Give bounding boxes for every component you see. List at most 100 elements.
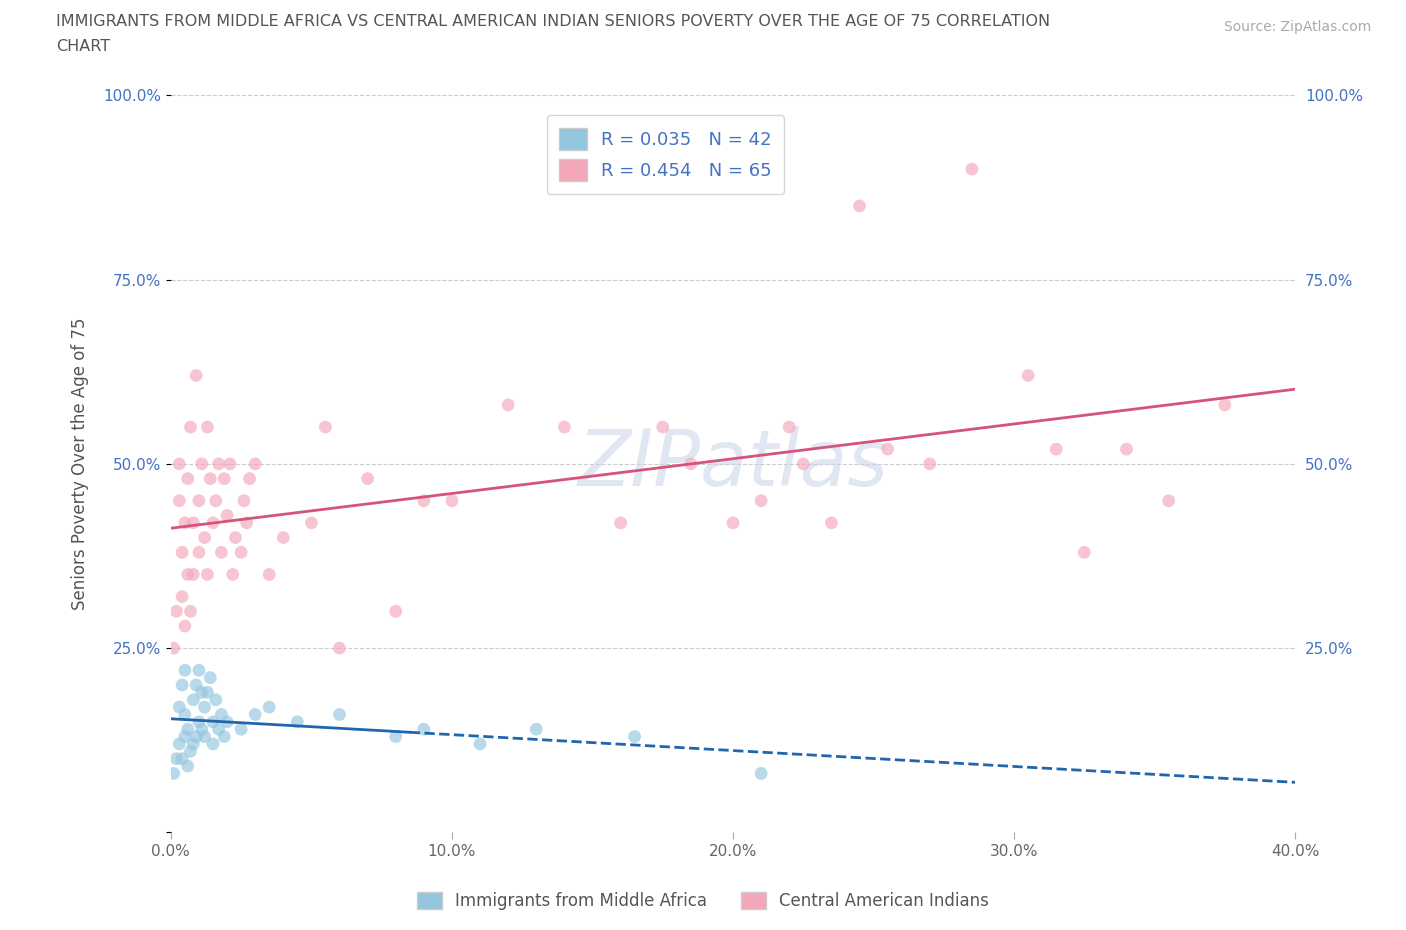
Legend: R = 0.035   N = 42, R = 0.454   N = 65: R = 0.035 N = 42, R = 0.454 N = 65 <box>547 115 785 193</box>
Point <box>848 198 870 213</box>
Point <box>172 589 194 604</box>
Point <box>238 472 260 486</box>
Point <box>174 729 197 744</box>
Point <box>257 567 280 582</box>
Point <box>778 419 800 434</box>
Point <box>215 508 238 523</box>
Point <box>496 397 519 412</box>
Point <box>177 722 200 737</box>
Point <box>163 641 186 656</box>
Point <box>285 714 308 729</box>
Point <box>172 678 194 693</box>
Point <box>412 493 434 508</box>
Point <box>174 515 197 530</box>
Point <box>163 766 186 781</box>
Point <box>177 472 200 486</box>
Point <box>356 472 378 486</box>
Point <box>212 729 235 744</box>
Point <box>202 737 225 751</box>
Point <box>188 493 211 508</box>
Point <box>1017 368 1039 383</box>
Point <box>257 699 280 714</box>
Point <box>524 722 547 737</box>
Point <box>174 707 197 722</box>
Point <box>208 457 231 472</box>
Point <box>623 729 645 744</box>
Point <box>183 692 205 707</box>
Point <box>169 699 191 714</box>
Point <box>188 545 211 560</box>
Point <box>820 515 842 530</box>
Point <box>440 493 463 508</box>
Point <box>191 722 214 737</box>
Point <box>186 678 208 693</box>
Point <box>876 442 898 457</box>
Point <box>183 567 205 582</box>
Point <box>180 419 202 434</box>
Text: Source: ZipAtlas.com: Source: ZipAtlas.com <box>1223 20 1371 34</box>
Point <box>224 530 246 545</box>
Point <box>314 419 336 434</box>
Point <box>169 737 191 751</box>
Point <box>172 751 194 766</box>
Point <box>209 545 232 560</box>
Point <box>169 493 191 508</box>
Point <box>960 162 983 177</box>
Y-axis label: Seniors Poverty Over the Age of 75: Seniors Poverty Over the Age of 75 <box>72 318 89 610</box>
Point <box>1157 493 1180 508</box>
Point <box>235 515 257 530</box>
Point <box>186 729 208 744</box>
Text: ZIPatlas: ZIPatlas <box>578 426 889 502</box>
Point <box>177 759 200 774</box>
Point <box>172 545 194 560</box>
Point <box>183 515 205 530</box>
Point <box>200 671 222 685</box>
Point <box>191 684 214 699</box>
Point <box>328 641 350 656</box>
Point <box>186 368 208 383</box>
Point <box>229 545 252 560</box>
Point <box>180 744 202 759</box>
Point <box>721 515 744 530</box>
Point <box>243 707 266 722</box>
Point <box>215 714 238 729</box>
Point <box>205 493 228 508</box>
Point <box>202 515 225 530</box>
Point <box>180 604 202 618</box>
Point <box>271 530 294 545</box>
Point <box>1213 397 1236 412</box>
Point <box>188 714 211 729</box>
Point <box>200 472 222 486</box>
Point <box>209 707 232 722</box>
Point <box>202 714 225 729</box>
Point <box>169 457 191 472</box>
Point <box>229 722 252 737</box>
Point <box>412 722 434 737</box>
Point <box>205 692 228 707</box>
Point <box>197 419 219 434</box>
Point <box>212 472 235 486</box>
Point <box>197 684 219 699</box>
Point <box>749 493 772 508</box>
Point <box>208 722 231 737</box>
Legend: Immigrants from Middle Africa, Central American Indians: Immigrants from Middle Africa, Central A… <box>411 885 995 917</box>
Point <box>174 663 197 678</box>
Point <box>232 493 254 508</box>
Point <box>194 729 217 744</box>
Point <box>553 419 575 434</box>
Point <box>243 457 266 472</box>
Point <box>384 604 406 618</box>
Point <box>191 457 214 472</box>
Point <box>384 729 406 744</box>
Point <box>749 766 772 781</box>
Point <box>918 457 941 472</box>
Point <box>1115 442 1137 457</box>
Point <box>188 663 211 678</box>
Point <box>218 457 240 472</box>
Text: CHART: CHART <box>56 39 110 54</box>
Point <box>651 419 673 434</box>
Point <box>174 618 197 633</box>
Point <box>792 457 814 472</box>
Point <box>194 699 217 714</box>
Text: IMMIGRANTS FROM MIDDLE AFRICA VS CENTRAL AMERICAN INDIAN SENIORS POVERTY OVER TH: IMMIGRANTS FROM MIDDLE AFRICA VS CENTRAL… <box>56 14 1050 29</box>
